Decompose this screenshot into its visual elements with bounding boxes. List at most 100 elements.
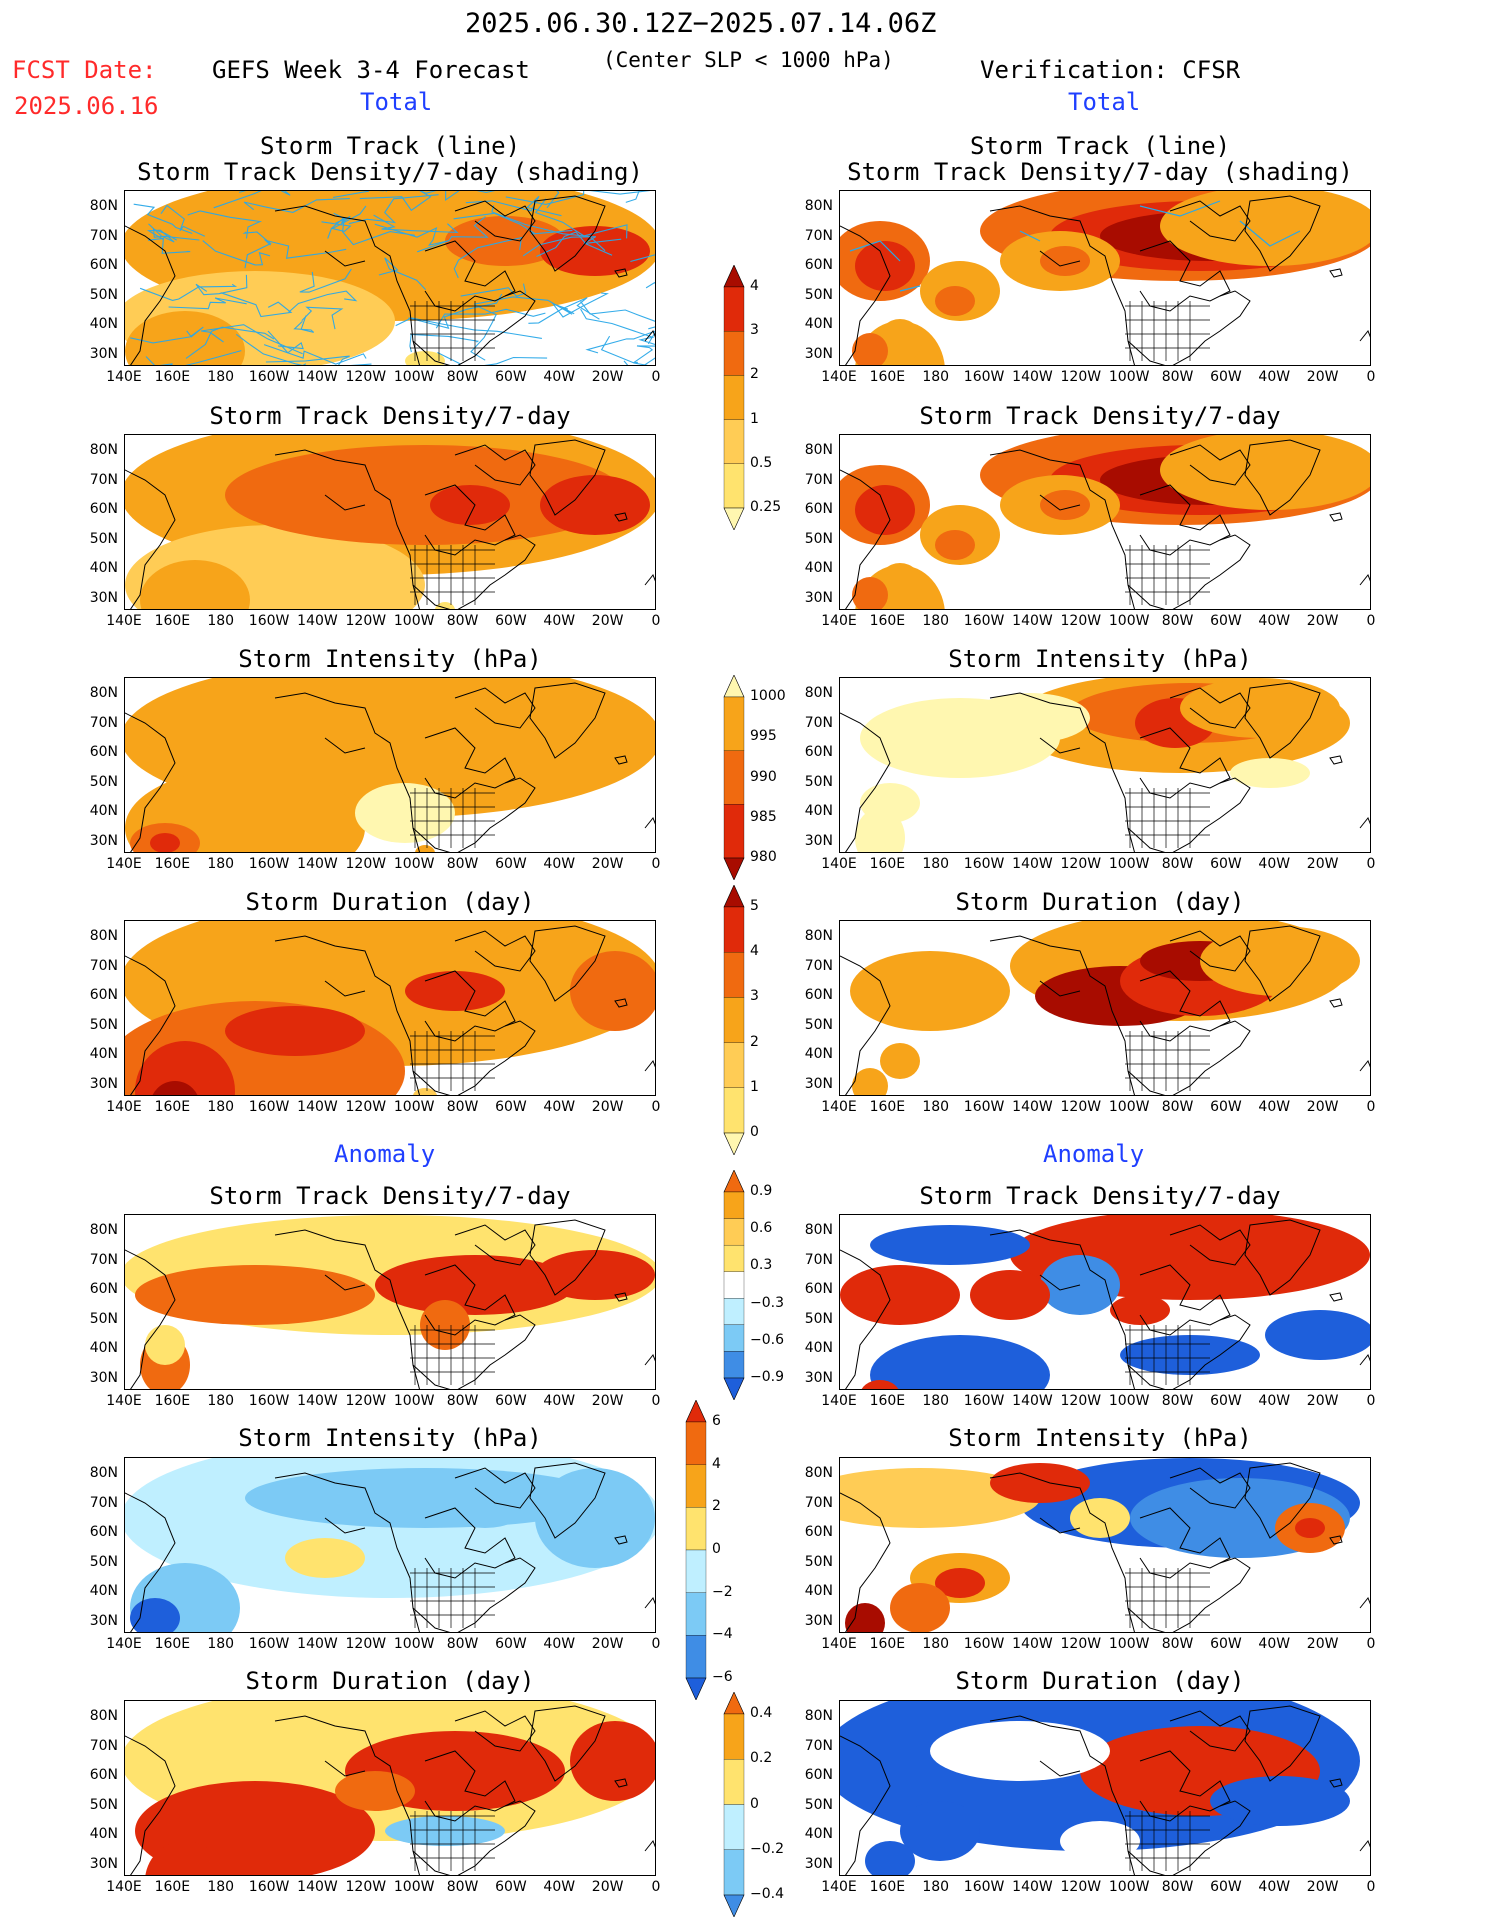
shading-region bbox=[970, 1270, 1050, 1320]
lon-label: 120W bbox=[345, 856, 387, 872]
lat-label: 40N bbox=[89, 803, 118, 819]
shading-region bbox=[420, 1300, 470, 1350]
lon-label: 140E bbox=[106, 1099, 142, 1115]
colorbar-tick-label: 3 bbox=[750, 322, 759, 339]
lon-label: 180 bbox=[207, 1099, 235, 1115]
lat-label: 80N bbox=[804, 928, 833, 944]
lat-label: 70N bbox=[89, 471, 118, 488]
lat-label: 50N bbox=[89, 1796, 118, 1813]
colorbar-tick-label: −0.4 bbox=[750, 1886, 784, 1902]
lat-label: 70N bbox=[804, 957, 833, 974]
colorbar-swatch bbox=[723, 857, 745, 881]
shading-region bbox=[225, 1006, 365, 1056]
lon-label: 160E bbox=[154, 613, 191, 629]
lon-label: 160W bbox=[963, 369, 1005, 385]
panel-title-anom-duration-right: Storm Duration (day) bbox=[955, 1667, 1245, 1695]
lon-label: 40W bbox=[1258, 856, 1291, 872]
lat-label: 60N bbox=[804, 257, 833, 273]
shading-region bbox=[855, 808, 905, 852]
map-panel-duration-left bbox=[124, 920, 656, 1096]
colorbar-swatch bbox=[723, 419, 745, 464]
colorbar-tick-label: 1 bbox=[750, 410, 759, 427]
map-panel-anom-duration-right bbox=[839, 1700, 1371, 1876]
lon-label: 160W bbox=[963, 856, 1005, 872]
colorbar-swatch bbox=[685, 1592, 707, 1636]
lon-label: 0 bbox=[651, 613, 661, 629]
shading-region bbox=[535, 1468, 655, 1568]
lon-label: 140W bbox=[1012, 856, 1053, 872]
colorbar-swatch bbox=[723, 1849, 745, 1896]
lon-label: 160W bbox=[248, 1879, 290, 1895]
lon-label: 60W bbox=[1210, 856, 1242, 872]
lon-label: 180 bbox=[922, 856, 950, 872]
lat-label: 80N bbox=[804, 1708, 833, 1724]
lon-label: 60W bbox=[495, 1099, 527, 1115]
lat-label: 50N bbox=[804, 286, 833, 303]
lat-label: 60N bbox=[89, 1524, 118, 1540]
lon-label: 100W bbox=[1108, 1879, 1150, 1895]
lon-label: 0 bbox=[651, 1636, 661, 1652]
lon-label: 140E bbox=[821, 1393, 857, 1409]
lon-label: 120W bbox=[345, 369, 387, 385]
lat-label: 60N bbox=[804, 1281, 833, 1297]
lat-label: 40N bbox=[804, 803, 833, 819]
lon-label: 100W bbox=[1108, 856, 1150, 872]
lon-label: 160W bbox=[248, 369, 290, 385]
lon-label: 40W bbox=[543, 856, 576, 872]
lon-label: 100W bbox=[393, 1393, 435, 1409]
lon-label: 40W bbox=[1258, 613, 1291, 629]
shading-region bbox=[140, 560, 250, 609]
colorbar-swatch bbox=[723, 1169, 745, 1193]
shading-region bbox=[865, 1841, 915, 1875]
shading-region bbox=[405, 971, 505, 1011]
shading-region bbox=[900, 1801, 980, 1861]
shading-region bbox=[935, 530, 975, 560]
lon-label: 80W bbox=[446, 1099, 479, 1115]
lat-label: 30N bbox=[89, 832, 118, 849]
colorbar-tick-label: −0.6 bbox=[750, 1331, 784, 1348]
lat-label: 40N bbox=[89, 1826, 118, 1842]
lon-label: 60W bbox=[495, 613, 527, 629]
map-svg-anom-duration-left bbox=[125, 1701, 655, 1875]
lat-label: 30N bbox=[89, 1369, 118, 1386]
shading-region bbox=[445, 1488, 525, 1528]
lon-label: 0 bbox=[1366, 1393, 1376, 1409]
shading-region bbox=[430, 485, 510, 525]
panel-title-intensity-left: Storm Intensity (hPa) bbox=[238, 645, 542, 673]
shading-region bbox=[1040, 246, 1090, 276]
lon-label: 140W bbox=[1012, 1393, 1053, 1409]
colorbar-duration-total bbox=[722, 884, 746, 1159]
lat-label: 60N bbox=[89, 1281, 118, 1297]
lon-label: 60W bbox=[1210, 1393, 1242, 1409]
lon-label: 180 bbox=[922, 1879, 950, 1895]
map-svg-track-right bbox=[840, 191, 1370, 365]
lon-label: 140E bbox=[821, 1636, 857, 1652]
map-panel-anom-intensity-left bbox=[124, 1457, 656, 1633]
colorbar-tick-label: 0 bbox=[712, 1541, 721, 1557]
shading-region bbox=[1060, 1821, 1140, 1861]
anomaly-label-right: Anomaly bbox=[1043, 1140, 1145, 1168]
lon-label: 80W bbox=[446, 369, 479, 385]
lon-label: 40W bbox=[1258, 1393, 1291, 1409]
colorbar-swatch bbox=[723, 331, 745, 376]
shading-region bbox=[840, 1468, 1040, 1528]
lon-label: 120W bbox=[1060, 1879, 1102, 1895]
lon-label: 0 bbox=[651, 369, 661, 385]
lon-label: 140W bbox=[297, 1393, 338, 1409]
shading-region bbox=[1040, 490, 1090, 520]
colorbar-density-total bbox=[722, 264, 746, 534]
map-svg-track-left bbox=[125, 191, 655, 365]
shading-region bbox=[135, 1265, 375, 1325]
colorbar-tick-label: 2 bbox=[712, 1498, 721, 1515]
lon-label: 80W bbox=[1161, 856, 1194, 872]
lat-label: 40N bbox=[804, 1046, 833, 1062]
lon-label: 160W bbox=[963, 1879, 1005, 1895]
shading-region bbox=[535, 1250, 655, 1300]
lat-label: 40N bbox=[89, 560, 118, 576]
lon-label: 180 bbox=[922, 369, 950, 385]
shading-region bbox=[130, 1598, 180, 1632]
lat-label: 50N bbox=[89, 530, 118, 547]
colorbar-density-anom bbox=[722, 1169, 746, 1404]
colorbar-intensity-anom bbox=[684, 1399, 708, 1704]
lon-label: 20W bbox=[591, 1099, 624, 1115]
